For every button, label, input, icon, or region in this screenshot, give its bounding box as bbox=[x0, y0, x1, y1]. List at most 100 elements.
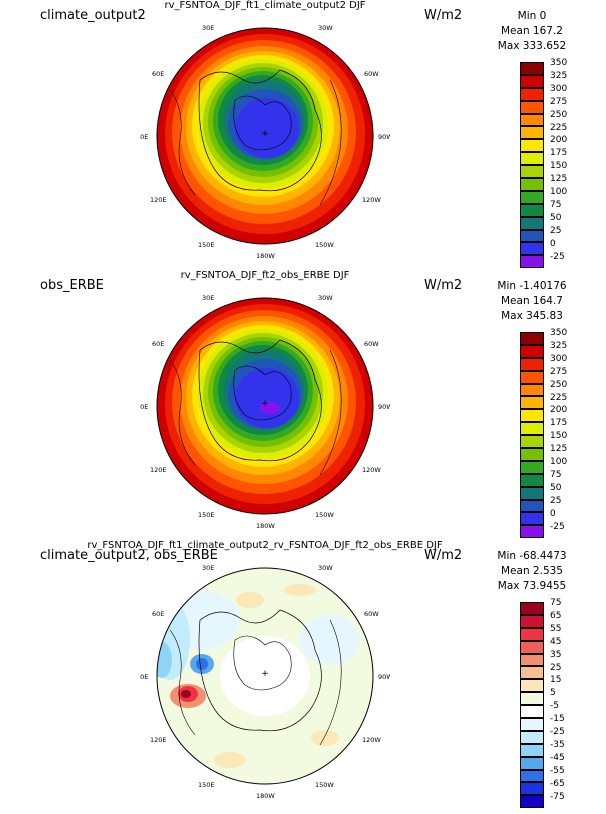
colorbar-tick-label: 25 bbox=[550, 225, 562, 236]
stats-block: Min -1.40176 Mean 164.7 Max 345.83 bbox=[492, 279, 572, 324]
colorbar-swatch bbox=[520, 126, 544, 140]
colorbar-tick-label: 300 bbox=[550, 83, 568, 94]
colorbar-tick-label: 75 bbox=[550, 199, 562, 210]
units-label: W/m2 bbox=[424, 548, 463, 563]
units-label: W/m2 bbox=[424, 278, 463, 293]
colorbar-tick-label: 35 bbox=[550, 649, 562, 660]
colorbar-tick-label: 45 bbox=[550, 636, 562, 647]
units-label: W/m2 bbox=[424, 8, 463, 23]
lon-label: 150E bbox=[198, 511, 215, 519]
colorbar-tick-label: -25 bbox=[550, 251, 565, 262]
colorbar-tick-label: 250 bbox=[550, 379, 568, 390]
colorbar-tick-label: 325 bbox=[550, 70, 568, 81]
colorbar-tick-label: 75 bbox=[550, 598, 562, 608]
colorbar-tick-label: 65 bbox=[550, 610, 562, 621]
lon-label: 90W bbox=[378, 673, 390, 681]
colorbar-tick-label: 350 bbox=[550, 328, 568, 338]
lon-label: 120W bbox=[362, 736, 381, 744]
colorbar-swatch bbox=[520, 602, 544, 615]
lon-label: 90W bbox=[378, 133, 390, 141]
colorbar-tick-label: 125 bbox=[550, 444, 568, 455]
colorbar-tick-label: 50 bbox=[550, 482, 562, 493]
colorbar-swatch bbox=[520, 165, 544, 179]
lon-label: 90E bbox=[140, 403, 148, 411]
lon-label: 120E bbox=[150, 736, 167, 744]
colorbar-swatch bbox=[520, 152, 544, 166]
colorbar-tick-label: 0 bbox=[550, 238, 556, 249]
colorbar-swatch bbox=[520, 255, 544, 269]
colorbar-swatch bbox=[520, 769, 544, 783]
colorbar-swatch bbox=[520, 486, 544, 500]
colorbar-swatch bbox=[520, 229, 544, 243]
colorbar-tick-label: 0 bbox=[550, 508, 556, 519]
colorbar-swatch bbox=[520, 653, 544, 667]
colorbar-swatch bbox=[520, 422, 544, 436]
lon-label: 150E bbox=[198, 241, 215, 249]
colorbar-swatch bbox=[520, 666, 544, 680]
panel-obs: obs_ERBE rv_FSNTOA_DJF_ft2_obs_ERBE DJF … bbox=[0, 270, 606, 540]
colorbar-tick-label: 55 bbox=[550, 623, 562, 634]
lon-label: 60W bbox=[364, 340, 379, 348]
colorbar-swatch bbox=[520, 705, 544, 719]
colorbar-swatch bbox=[520, 383, 544, 397]
colorbar-swatch bbox=[520, 203, 544, 217]
colorbar-tick-label: 75 bbox=[550, 469, 562, 480]
colorbar-swatch bbox=[520, 782, 544, 796]
lon-label: 90E bbox=[140, 673, 148, 681]
stat-min: Min 0 bbox=[517, 10, 547, 22]
colorbar-tick-label: 50 bbox=[550, 212, 562, 223]
colorbar-tick-label: 275 bbox=[550, 366, 568, 377]
colorbar-swatch bbox=[520, 525, 544, 539]
colorbar-swatch bbox=[520, 178, 544, 191]
lon-label: 150W bbox=[315, 781, 334, 789]
lon-label: 90E bbox=[140, 133, 148, 141]
pole-marker: + bbox=[261, 669, 269, 679]
plot-title: rv_FSNTOA_DJF_ft1_climate_output2 DJF bbox=[164, 0, 366, 11]
colorbar-swatch bbox=[520, 435, 544, 449]
pole-marker: + bbox=[261, 129, 269, 139]
colorbar-stack: 350 325 300 275 250 225 200 175 150 125 100 75 50 25 0… bbox=[520, 58, 584, 269]
colorbar-swatch bbox=[520, 743, 544, 757]
colorbar-swatch bbox=[520, 242, 544, 256]
colorbar-tick-label: 25 bbox=[550, 662, 562, 673]
colorbar-swatch bbox=[520, 357, 544, 371]
colorbar-tick-label: -5 bbox=[550, 701, 559, 712]
colorbar-stack: 75 65 55 45 35 25 15 5 -5 -15 -25 -35 -45 -55 -65 -75 bbox=[520, 598, 584, 809]
colorbar: 350 325 300 275 250 225 200 175 150 125 100 75 50 25 0… bbox=[520, 58, 584, 269]
colorbar-tick-label: 225 bbox=[550, 392, 568, 403]
stat-min: Min -1.40176 bbox=[497, 280, 567, 292]
lon-label: 30W bbox=[318, 24, 333, 32]
colorbar-tick-label: 100 bbox=[550, 187, 568, 197]
colorbar-swatch bbox=[520, 113, 544, 127]
colorbar-swatch bbox=[520, 627, 544, 641]
colorbar-tick-label: -35 bbox=[550, 739, 565, 750]
plot-title: rv_FSNTOA_DJF_ft1_climate_output2_rv_FSN… bbox=[87, 540, 443, 551]
colorbar: 350 325 300 275 250 225 200 175 150 125 100 75 50 25 0… bbox=[520, 328, 584, 539]
colorbar-tick-label: 250 bbox=[550, 109, 568, 120]
stat-max: Max 333.652 bbox=[497, 40, 567, 52]
colorbar-swatch bbox=[520, 190, 544, 204]
colorbar-tick-label: -25 bbox=[550, 727, 565, 737]
colorbar-tick-label: -15 bbox=[550, 714, 565, 725]
colorbar: 75 65 55 45 35 25 15 5 -5 -15 -25 -35 -45 -55 -65 -75 bbox=[520, 598, 584, 809]
polar-map: + 30E 30W 60E 60W 90E 90W 120E 120W 150E… bbox=[140, 564, 390, 800]
colorbar-tick-label: 15 bbox=[550, 675, 562, 686]
lon-label: 150E bbox=[198, 781, 215, 789]
lon-label: 120W bbox=[362, 466, 381, 474]
colorbar-tick-label: 225 bbox=[550, 122, 568, 133]
colorbar-swatch bbox=[520, 74, 544, 88]
colorbar-swatch bbox=[520, 344, 544, 358]
lon-label: 60E bbox=[152, 70, 164, 78]
colorbar-tick-label: 5 bbox=[550, 688, 556, 699]
lon-label: 150W bbox=[315, 241, 334, 249]
lon-label: 60W bbox=[364, 610, 379, 618]
colorbar-swatch bbox=[520, 499, 544, 513]
colorbar-tick-label: 25 bbox=[550, 495, 562, 506]
colorbar-swatch bbox=[520, 332, 544, 345]
case-label: climate_output2 bbox=[40, 8, 146, 23]
colorbar-swatch bbox=[520, 614, 544, 628]
lon-label: 120E bbox=[150, 196, 167, 204]
colorbar-swatch bbox=[520, 640, 544, 654]
stat-min: Min -68.4473 bbox=[497, 550, 567, 562]
panel-difference: climate_output2, obs_ERBE rv_FSNTOA_DJF_… bbox=[0, 540, 606, 810]
